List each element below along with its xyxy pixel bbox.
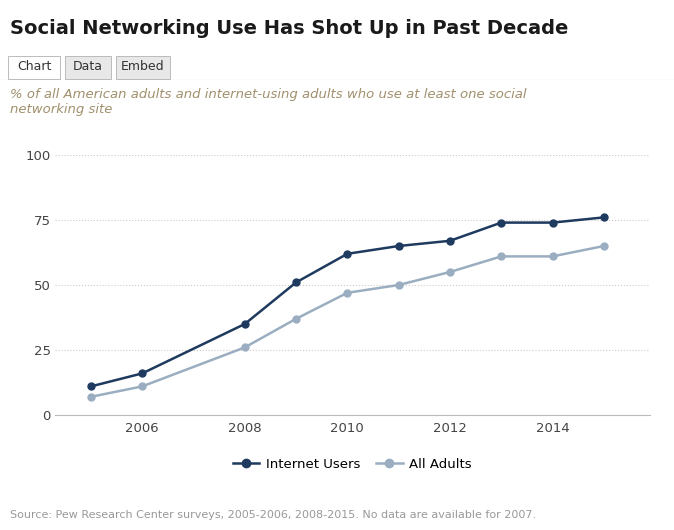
Internet Users: [138, 370, 146, 377]
All Adults: [138, 383, 146, 390]
All Adults: [343, 289, 351, 296]
Internet Users: [343, 251, 351, 257]
Text: Chart: Chart: [17, 60, 51, 74]
All Adults: [292, 316, 300, 322]
All Adults: [241, 344, 249, 350]
Legend: Internet Users, All Adults: Internet Users, All Adults: [228, 453, 477, 476]
Text: Social Networking Use Has Shot Up in Past Decade: Social Networking Use Has Shot Up in Pas…: [10, 19, 568, 38]
Line: Internet Users: Internet Users: [88, 214, 607, 390]
Internet Users: [549, 219, 557, 226]
All Adults: [600, 243, 608, 249]
Text: Source: Pew Research Center surveys, 2005-2006, 2008-2015. No data are available: Source: Pew Research Center surveys, 200…: [10, 510, 537, 520]
All Adults: [549, 253, 557, 260]
Internet Users: [446, 237, 454, 244]
All Adults: [394, 282, 402, 288]
Bar: [8, 56, 60, 79]
Text: % of all American adults and internet-using adults who use at least one social
n: % of all American adults and internet-us…: [10, 88, 526, 116]
Line: All Adults: All Adults: [88, 243, 607, 400]
All Adults: [87, 394, 95, 400]
All Adults: [446, 269, 454, 275]
All Adults: [497, 253, 506, 260]
Bar: [116, 56, 170, 79]
Text: Data: Data: [73, 60, 103, 74]
Internet Users: [497, 219, 506, 226]
Text: Embed: Embed: [121, 60, 165, 74]
Internet Users: [394, 243, 402, 249]
Internet Users: [87, 383, 95, 390]
Internet Users: [241, 321, 249, 327]
Internet Users: [600, 214, 608, 220]
Bar: [65, 56, 111, 79]
Internet Users: [292, 279, 300, 286]
